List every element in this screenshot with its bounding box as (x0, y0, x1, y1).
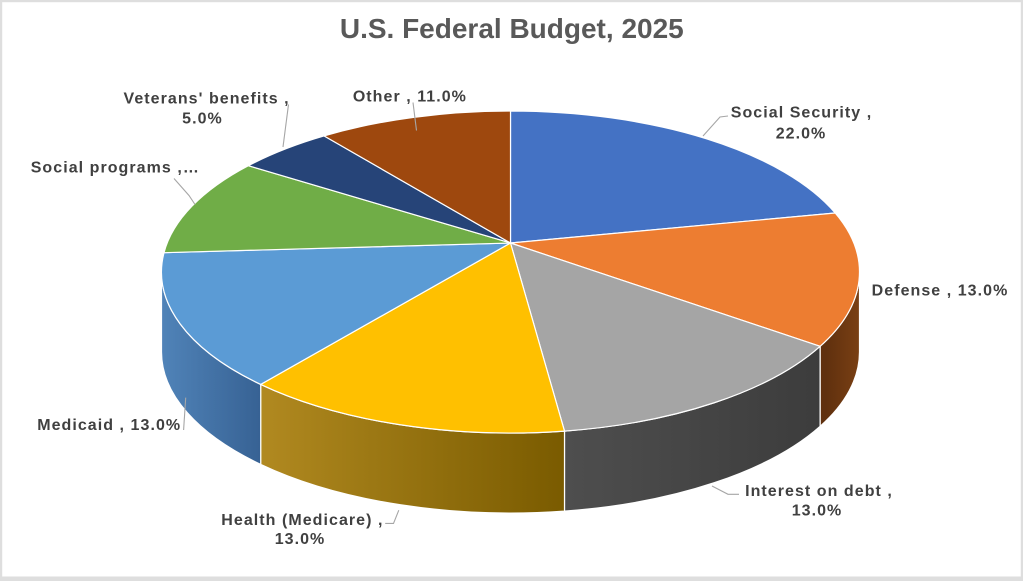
svg-text:Interest on debt ,: Interest on debt , (745, 483, 893, 500)
svg-text:22.0%: 22.0% (776, 126, 827, 143)
svg-text:13.0%: 13.0% (275, 531, 326, 548)
svg-text:13.0%: 13.0% (792, 503, 843, 520)
svg-text:Defense , 13.0%: Defense , 13.0% (872, 283, 1009, 300)
svg-text:Veterans' benefits ,: Veterans' benefits , (123, 90, 289, 107)
svg-text:Medicaid , 13.0%: Medicaid , 13.0% (37, 417, 181, 434)
svg-text:Other , 11.0%: Other , 11.0% (353, 88, 467, 105)
svg-text:Social programs ,…: Social programs ,… (31, 160, 200, 177)
svg-text:Social Security ,: Social Security , (731, 105, 872, 122)
svg-text:Health (Medicare) ,: Health (Medicare) , (221, 512, 383, 529)
svg-text:U.S. Federal Budget, 2025: U.S. Federal Budget, 2025 (340, 13, 684, 44)
svg-text:5.0%: 5.0% (182, 111, 223, 128)
